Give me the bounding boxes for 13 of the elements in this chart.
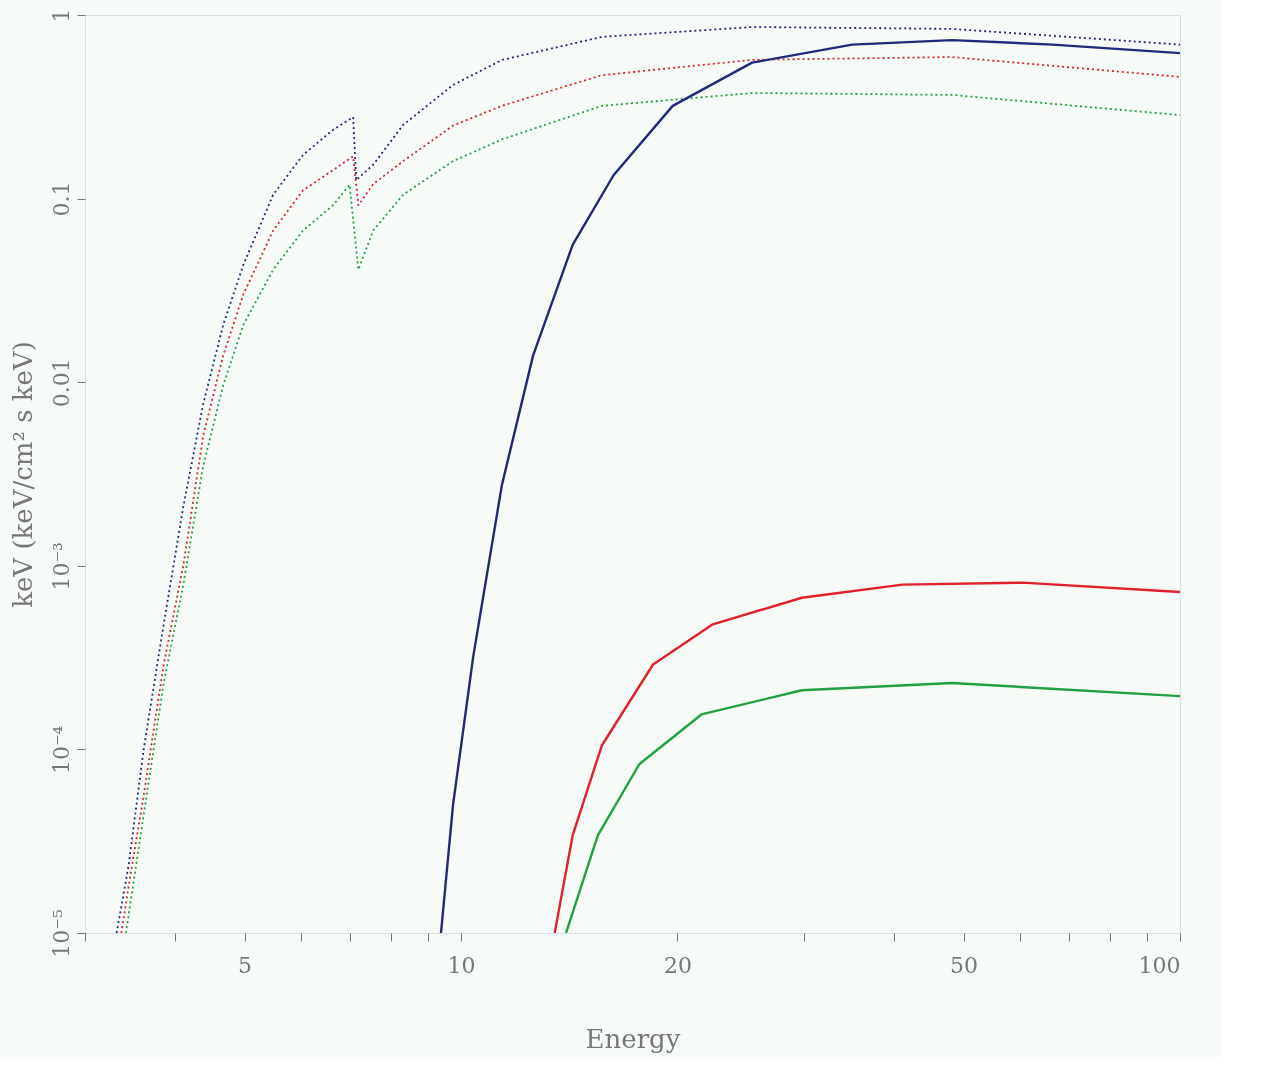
x-tick-label: 20 bbox=[663, 952, 692, 978]
x-tick-label: 100 bbox=[1138, 952, 1181, 978]
y-tick-label: 1 bbox=[48, 8, 74, 23]
y-tick-label: 10⁻⁴ bbox=[48, 725, 74, 775]
y-tick-label: 10⁻³ bbox=[48, 542, 74, 591]
x-tick-label: 5 bbox=[238, 952, 253, 978]
y-tick-label: 10⁻⁵ bbox=[48, 909, 74, 958]
x-axis-title: Energy bbox=[585, 1023, 681, 1054]
y-tick-label: 0.01 bbox=[48, 358, 74, 408]
y-tick-label: 0.1 bbox=[48, 181, 74, 217]
x-tick-label: 50 bbox=[950, 952, 979, 978]
x-tick-label: 10 bbox=[447, 952, 476, 978]
y-axis-title: keV (keV/cm² s keV) bbox=[7, 341, 38, 608]
